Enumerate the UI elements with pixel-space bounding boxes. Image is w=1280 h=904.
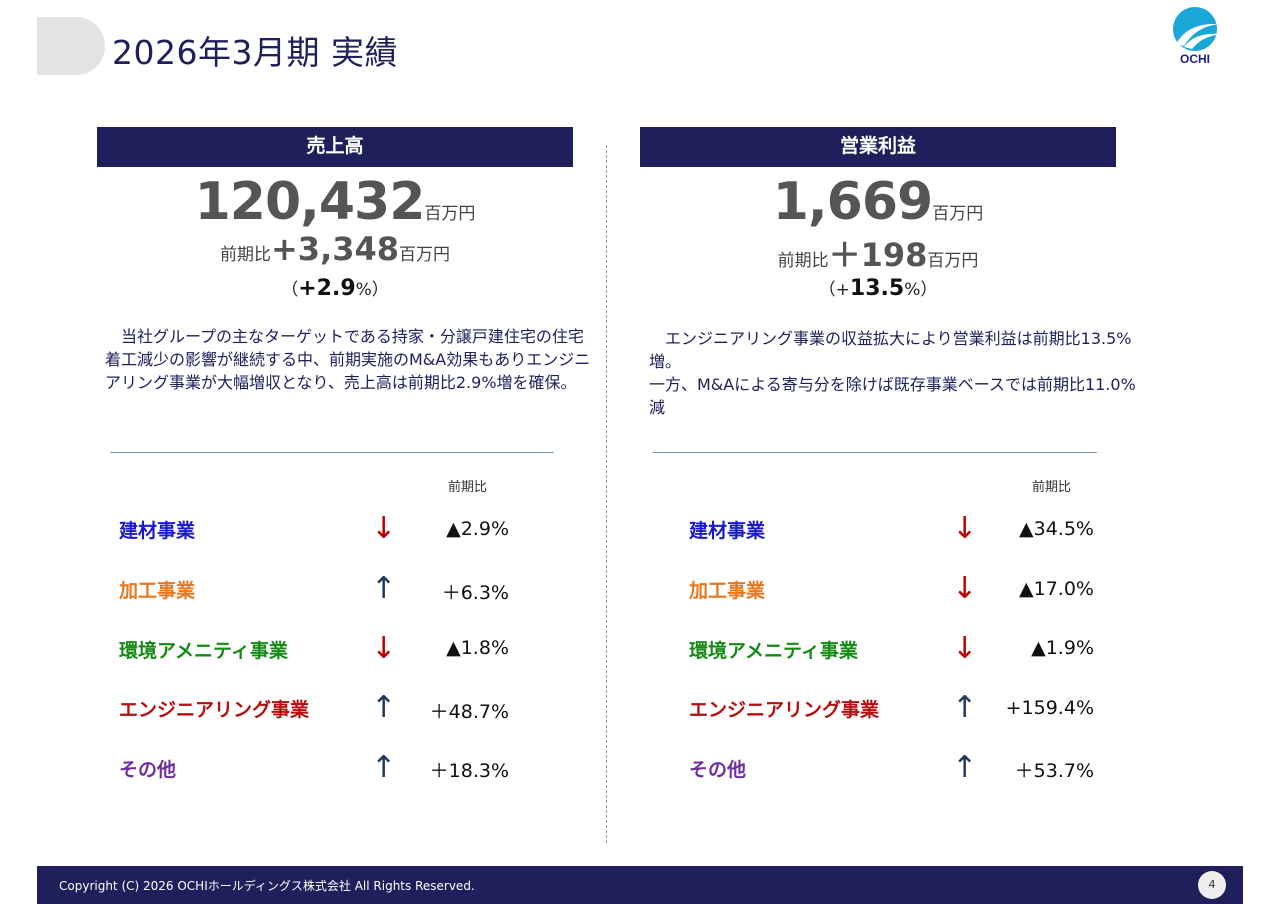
profit-pct-close: %） bbox=[904, 280, 938, 300]
column-divider bbox=[606, 145, 607, 843]
sales-yoy-label: 前期比 bbox=[219, 245, 271, 265]
profit-segment-name: その他 bbox=[689, 759, 747, 781]
profit-description-line: エンジニアリング事業の収益拡大により営業利益は前期比13.5%増。 bbox=[649, 329, 1132, 371]
sales-segment-change: ＋18.3% bbox=[429, 760, 509, 782]
profit-pct-row: （+13.5%） bbox=[640, 275, 1116, 301]
sales-description: 当社グループの主なターゲットである持家・分譲戸建住宅の住宅着工減少の影響が継続す… bbox=[105, 327, 591, 392]
sales-segment-arrow-icon: ↑ bbox=[371, 571, 397, 606]
profit-segment-name: エンジニアリング事業 bbox=[689, 699, 880, 721]
profit-segment-arrow-icon: ↓ bbox=[952, 511, 978, 546]
logo-text: OCHI bbox=[1180, 52, 1210, 66]
sales-segment-name: エンジニアリング事業 bbox=[119, 699, 310, 721]
sales-segment-arrow-icon: ↓ bbox=[371, 511, 397, 546]
profit-value: 1,669 bbox=[772, 172, 933, 232]
page-title: 2026年3月期 実績 bbox=[112, 33, 398, 72]
profit-segment-arrow-icon: ↓ bbox=[952, 571, 978, 606]
profit-segment-change: ＋53.7% bbox=[1014, 760, 1094, 782]
sales-pct-close: %） bbox=[355, 280, 389, 300]
profit-segment-change: +159.4% bbox=[1005, 697, 1094, 719]
profit-segment-arrow-icon: ↑ bbox=[952, 750, 978, 785]
sales-segment-name: その他 bbox=[119, 759, 177, 781]
sales-segment-name: 建材事業 bbox=[119, 520, 196, 542]
sales-total-row: 120,432百万円 bbox=[97, 172, 573, 232]
sales-separator bbox=[110, 452, 554, 453]
sales-pct-row: （+2.9%） bbox=[97, 275, 573, 301]
sales-segment-name: 環境アメニティ事業 bbox=[119, 640, 288, 662]
sales-header: 売上高 bbox=[97, 127, 573, 167]
profit-segment-name: 環境アメニティ事業 bbox=[689, 640, 858, 662]
profit-segment-name: 加工事業 bbox=[689, 580, 766, 602]
sales-segment-arrow-icon: ↑ bbox=[371, 750, 397, 785]
sales-segment-arrow-icon: ↑ bbox=[371, 690, 397, 725]
sales-yoy-row: 前期比+3,348百万円 bbox=[97, 230, 573, 268]
sales-column-label: 前期比 bbox=[448, 480, 488, 495]
sales-pct-value: +2.9 bbox=[298, 276, 356, 301]
footer-bar: Copyright (C) 2026 OCHIホールディングス株式会社 All … bbox=[37, 866, 1243, 904]
profit-segment-name: 建材事業 bbox=[689, 520, 766, 542]
sales-segment-change: ▲2.9% bbox=[446, 518, 509, 540]
title-accent-tab bbox=[37, 17, 105, 75]
copyright-text: Copyright (C) 2026 OCHIホールディングス株式会社 All … bbox=[59, 879, 475, 893]
sales-segment-change: ▲1.8% bbox=[446, 637, 509, 659]
sales-yoy-value: +3,348 bbox=[270, 230, 400, 268]
sales-pct-open: （ bbox=[281, 280, 299, 300]
profit-column-label: 前期比 bbox=[1032, 480, 1072, 495]
profit-yoy-row: 前期比＋198百万円 bbox=[640, 230, 1116, 276]
profit-pct-open: （+ bbox=[818, 280, 850, 300]
profit-total-row: 1,669百万円 bbox=[640, 172, 1116, 232]
profit-yoy-label: 前期比 bbox=[777, 251, 829, 271]
profit-segment-arrow-icon: ↑ bbox=[952, 690, 978, 725]
profit-pct-value: 13.5 bbox=[849, 276, 905, 301]
sales-unit: 百万円 bbox=[424, 204, 476, 224]
sales-segment-arrow-icon: ↓ bbox=[371, 631, 397, 666]
sales-segment-change: ＋6.3% bbox=[441, 582, 509, 604]
ochi-logo: OCHI bbox=[1173, 7, 1222, 66]
profit-yoy-unit: 百万円 bbox=[927, 251, 979, 271]
profit-header: 営業利益 bbox=[640, 127, 1116, 167]
profit-separator bbox=[653, 452, 1097, 453]
profit-description-line: 一方、M&Aによる寄与分を除けば既存事業ベースでは前期比11.0%減 bbox=[649, 375, 1136, 417]
sales-value: 120,432 bbox=[194, 172, 426, 232]
profit-description: エンジニアリング事業の収益拡大により営業利益は前期比13.5%増。 一方、M&A… bbox=[649, 327, 1149, 419]
profit-segment-change: ▲1.9% bbox=[1031, 637, 1094, 659]
sales-segment-name: 加工事業 bbox=[119, 580, 196, 602]
profit-segment-change: ▲34.5% bbox=[1019, 518, 1094, 540]
profit-segment-change: ▲17.0% bbox=[1019, 578, 1094, 600]
profit-yoy-value: ＋198 bbox=[828, 236, 928, 274]
profit-segment-arrow-icon: ↓ bbox=[952, 631, 978, 666]
page-number: 4 bbox=[1198, 871, 1226, 899]
sales-yoy-unit: 百万円 bbox=[399, 245, 451, 265]
sales-segment-change: ＋48.7% bbox=[429, 701, 509, 723]
profit-unit: 百万円 bbox=[932, 204, 984, 224]
